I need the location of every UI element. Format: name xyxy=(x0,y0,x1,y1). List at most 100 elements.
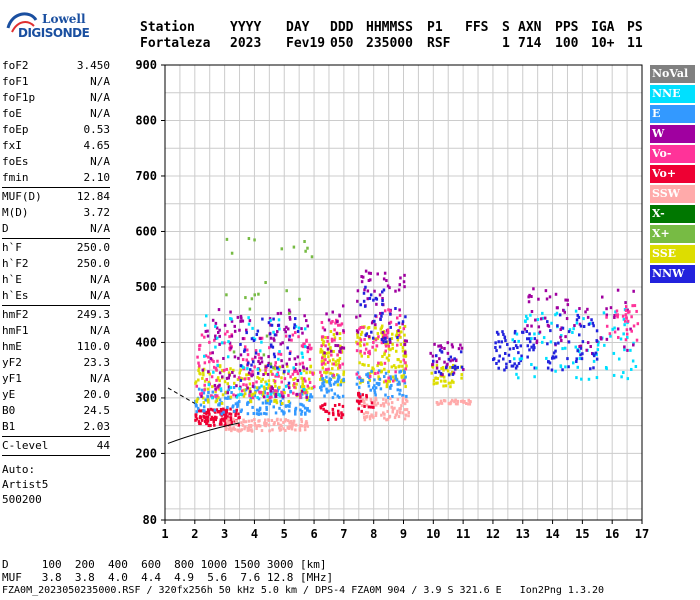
data-point-w xyxy=(296,379,300,383)
data-point-w xyxy=(223,323,227,327)
data-point-sse xyxy=(197,366,201,370)
data-point-sse xyxy=(356,335,359,339)
data-point-w xyxy=(280,359,283,363)
data-point-vo xyxy=(624,305,628,309)
param-value: N/A xyxy=(90,107,110,120)
data-point-vo xyxy=(630,315,633,319)
data-point-vo xyxy=(395,343,399,347)
data-point-sse xyxy=(325,351,328,355)
data-point-vo xyxy=(364,347,368,351)
data-point-vo xyxy=(233,419,236,423)
data-point-nnw xyxy=(575,318,579,322)
data-point-ssw xyxy=(243,427,246,431)
data-point-nne xyxy=(603,343,606,347)
data-point-e xyxy=(194,402,198,406)
data-point-nne xyxy=(529,313,532,317)
data-point-ssw xyxy=(265,421,268,425)
data-point-vo xyxy=(370,401,374,405)
param-row: C-level 44 xyxy=(2,438,110,454)
data-point-e xyxy=(332,382,336,386)
data-point-e xyxy=(257,397,261,401)
o-trace-curve xyxy=(167,422,240,444)
data-point-vo xyxy=(333,338,336,342)
data-point-w xyxy=(269,389,273,393)
data-point-sse xyxy=(431,365,435,369)
data-point-vo xyxy=(377,335,380,339)
data-point-ssw xyxy=(382,397,385,401)
data-point-e xyxy=(405,394,408,398)
data-point-w xyxy=(334,344,337,348)
data-point-vo xyxy=(237,412,240,416)
data-point-sse xyxy=(263,387,266,391)
data-point-sse xyxy=(368,371,371,375)
data-point-w xyxy=(366,297,370,301)
data-point-ssw xyxy=(253,423,257,427)
data-point-vo xyxy=(280,390,283,394)
data-point-w xyxy=(229,346,233,350)
data-point-nnw xyxy=(494,345,497,349)
data-point-ssw xyxy=(405,408,409,412)
data-point-ssw xyxy=(267,423,271,427)
y-tick-label: 800 xyxy=(135,113,157,127)
data-point-ssw xyxy=(365,397,368,401)
data-point-w xyxy=(632,343,635,347)
data-point-ssw xyxy=(244,425,247,429)
data-point-nne xyxy=(612,373,616,377)
data-point-ssw xyxy=(282,427,285,431)
data-point-vo xyxy=(404,361,407,365)
data-point-sse xyxy=(395,349,398,353)
data-point-w xyxy=(276,330,279,334)
data-point-e xyxy=(202,391,206,395)
autoscale-line: Artist5 xyxy=(2,478,49,491)
data-point-vo xyxy=(245,358,248,362)
data-point-nnw xyxy=(507,353,511,357)
data-point-sse xyxy=(267,383,271,387)
data-point-nnw xyxy=(502,332,505,336)
data-point-nne xyxy=(564,365,567,369)
data-point-e xyxy=(197,387,201,391)
data-point-e xyxy=(264,399,268,403)
data-point-vo xyxy=(234,411,238,415)
data-point-nne xyxy=(242,366,245,370)
data-point-w xyxy=(401,322,404,326)
data-point-w xyxy=(398,308,401,312)
data-point-vo xyxy=(338,365,342,369)
data-point-sse xyxy=(440,366,443,370)
param-value: N/A xyxy=(90,222,110,235)
data-point-e xyxy=(331,374,334,378)
data-point-nnw xyxy=(576,349,579,353)
data-point-ssw xyxy=(363,401,366,405)
data-point-w xyxy=(386,284,390,288)
data-point-nne xyxy=(629,348,632,352)
data-point-vo xyxy=(198,364,201,368)
data-point-x xyxy=(272,366,275,370)
data-point-sse xyxy=(374,348,377,352)
data-point-ssw xyxy=(398,407,401,411)
data-point-nne xyxy=(203,323,207,327)
data-point-nne xyxy=(617,357,621,361)
data-point-vo xyxy=(206,415,210,419)
data-point-vo xyxy=(209,417,213,421)
data-point-nne xyxy=(554,313,557,317)
data-point-ssw xyxy=(391,410,394,414)
data-point-nnw xyxy=(516,346,519,350)
data-point-nnw xyxy=(380,290,384,294)
data-point-nne xyxy=(623,348,626,352)
data-point-w xyxy=(213,383,217,387)
data-point-w xyxy=(360,280,364,284)
data-point-sse xyxy=(402,373,406,377)
data-point-nne xyxy=(229,386,233,390)
data-point-nne xyxy=(622,332,625,336)
data-point-ssw xyxy=(462,400,465,404)
data-point-ssw xyxy=(305,420,308,424)
data-point-vo xyxy=(306,384,310,388)
data-point-e xyxy=(195,404,198,408)
data-point-sse xyxy=(319,347,323,351)
data-point-ssw xyxy=(242,420,246,424)
data-point-vo xyxy=(274,361,277,365)
data-point-e xyxy=(327,389,330,393)
param-row: M(D) 3.72 xyxy=(2,205,110,221)
legend-entry-w: W xyxy=(650,125,695,143)
data-point-vo xyxy=(320,356,324,360)
